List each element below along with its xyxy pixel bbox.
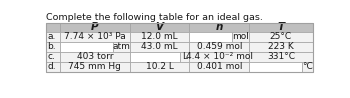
Bar: [249, 52, 313, 62]
Bar: [130, 62, 189, 72]
Bar: [189, 32, 232, 42]
Bar: [130, 32, 189, 42]
Text: L: L: [182, 52, 187, 61]
Text: 4.4 × 10⁻² mol: 4.4 × 10⁻² mol: [186, 52, 253, 61]
Bar: [189, 23, 249, 32]
Bar: [60, 23, 130, 32]
Text: atm: atm: [112, 42, 130, 51]
Bar: [249, 23, 313, 32]
Text: °C: °C: [302, 62, 313, 71]
Text: 10.2 L: 10.2 L: [146, 62, 174, 71]
Bar: [46, 62, 60, 72]
Bar: [113, 42, 130, 52]
Bar: [46, 32, 60, 42]
Text: V: V: [156, 22, 163, 32]
Text: a.: a.: [48, 32, 56, 41]
Text: 0.401 mol: 0.401 mol: [197, 62, 242, 71]
Text: d.: d.: [48, 62, 56, 71]
Text: 43.0 mL: 43.0 mL: [141, 42, 178, 51]
Text: c.: c.: [48, 52, 56, 61]
Bar: [232, 32, 249, 42]
Text: n: n: [216, 22, 223, 32]
Bar: [249, 42, 313, 52]
Bar: [46, 23, 313, 72]
Text: 223 K: 223 K: [268, 42, 294, 51]
Bar: [46, 23, 60, 32]
Text: 331°C: 331°C: [267, 52, 295, 61]
Bar: [60, 32, 130, 42]
Text: 7.74 × 10³ Pa: 7.74 × 10³ Pa: [64, 32, 126, 41]
Text: mol: mol: [232, 32, 249, 41]
Text: Complete the following table for an ideal gas.: Complete the following table for an idea…: [46, 13, 263, 22]
Text: 12.0 mL: 12.0 mL: [141, 32, 178, 41]
Bar: [189, 52, 249, 62]
Text: 403 torr: 403 torr: [77, 52, 113, 61]
Text: T: T: [277, 22, 285, 32]
Bar: [46, 52, 60, 62]
Bar: [60, 62, 130, 72]
Bar: [60, 42, 113, 52]
Bar: [180, 52, 189, 62]
Bar: [46, 42, 60, 52]
Text: 0.459 mol: 0.459 mol: [197, 42, 242, 51]
Bar: [302, 62, 313, 72]
Bar: [249, 32, 313, 42]
Bar: [249, 62, 302, 72]
Bar: [130, 42, 189, 52]
Text: 25°C: 25°C: [270, 32, 292, 41]
Text: b.: b.: [48, 42, 56, 51]
Bar: [130, 52, 180, 62]
Bar: [189, 62, 249, 72]
Bar: [130, 23, 189, 32]
Bar: [189, 42, 249, 52]
Text: 745 mm Hg: 745 mm Hg: [69, 62, 121, 71]
Bar: [60, 52, 130, 62]
Text: P: P: [91, 22, 99, 32]
